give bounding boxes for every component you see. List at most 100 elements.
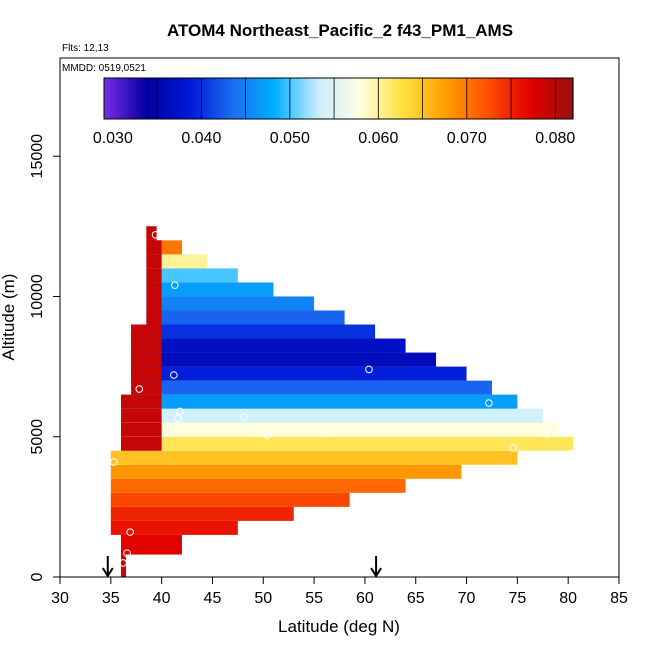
sample-point — [110, 458, 118, 466]
colorbar-segment — [438, 78, 442, 119]
colorbar-segment — [250, 78, 255, 119]
colorbar-segment — [209, 78, 214, 119]
y-tick-label: 15000 — [29, 134, 46, 179]
colorbar-segment — [156, 78, 161, 119]
colorbar-segment — [461, 78, 466, 119]
sample-point — [151, 230, 160, 239]
colorbar-segment — [417, 78, 422, 119]
colorbar-segment — [373, 78, 378, 119]
colorbar-segment — [499, 78, 504, 119]
colorbar-segment — [508, 78, 513, 119]
colorbar-segment — [523, 78, 527, 119]
colorbar-segment — [446, 78, 451, 119]
colorbar-segment — [174, 78, 178, 119]
colorbar-segment — [274, 78, 278, 119]
colorbar-segment — [177, 78, 181, 119]
colorbar-segment — [514, 78, 518, 119]
x-axis: 30 35 40 45 50 55 60 65 70 75 80 85 — [51, 577, 628, 607]
colorbar-ticks: 0.030 0.040 0.050 0.060 0.070 0.080 — [93, 130, 576, 147]
colorbar-segment — [253, 78, 258, 119]
colorbar-segment — [540, 78, 545, 119]
colorbar-segment — [400, 78, 404, 119]
colorbar-segment — [153, 78, 158, 119]
colorbar-segment — [300, 78, 304, 119]
colorbar-segment — [338, 78, 343, 119]
sample-point — [119, 559, 127, 567]
heatmap-band — [120, 422, 559, 437]
sample-point — [485, 399, 493, 407]
heatmap-edge — [131, 366, 162, 381]
colorbar-segment — [288, 78, 293, 119]
colorbar-segment — [350, 78, 354, 119]
colorbar-segment — [230, 78, 234, 119]
heatmap-edge — [146, 240, 162, 255]
heatmap-band — [146, 296, 315, 311]
x-tick-label: 65 — [407, 590, 425, 607]
sample-point — [320, 428, 329, 437]
x-tick-label: 55 — [305, 590, 323, 607]
y-tick-label: 5000 — [29, 419, 46, 455]
colorbar-segment — [570, 78, 574, 119]
colorbar-segment — [165, 78, 170, 119]
heatmap-edge — [146, 282, 162, 297]
x-tick-label: 70 — [458, 590, 476, 607]
colorbar-segment — [561, 78, 565, 119]
colorbar-segment — [104, 78, 108, 119]
heatmap-edge — [131, 338, 162, 353]
colorbar-segment — [473, 78, 477, 119]
y-tick-label: 0 — [29, 572, 46, 581]
colorbar-segment — [537, 78, 542, 119]
x-tick-label: 40 — [153, 590, 171, 607]
heatmap-edge — [120, 408, 162, 423]
sample-point — [240, 413, 248, 421]
colorbar-segment — [367, 78, 372, 119]
colorbar-segment — [259, 78, 263, 119]
colorbar-segment — [444, 78, 448, 119]
colorbar-tick-label: 0.040 — [181, 130, 221, 147]
colorbar-segment — [505, 78, 510, 119]
colorbar-segment — [215, 78, 219, 119]
colorbar-segment — [227, 78, 231, 119]
colorbar-segment — [303, 78, 307, 119]
heatmap-band — [131, 380, 492, 395]
colorbar-segment — [520, 78, 524, 119]
colorbar-segment — [426, 78, 430, 119]
colorbar-segment — [552, 78, 557, 119]
colorbar-segment — [212, 78, 216, 119]
x-tick-label: 35 — [102, 590, 120, 607]
colorbar-tick-label: 0.060 — [358, 130, 398, 147]
plot-frame — [59, 57, 620, 578]
colorbar-segment — [285, 78, 290, 119]
colorbar-segment — [549, 78, 554, 119]
colorbar-segment — [441, 78, 445, 119]
heatmap-band — [110, 464, 462, 479]
colorbar-segment — [136, 78, 140, 119]
colorbar-segment — [464, 78, 469, 119]
colorbar-segment — [526, 78, 530, 119]
colorbar-segment — [145, 78, 149, 119]
colorbar-segment — [224, 78, 228, 119]
colorbar-segment — [268, 78, 272, 119]
colorbar — [103, 77, 574, 120]
heatmap-edge — [131, 380, 162, 395]
colorbar-segment — [361, 78, 366, 119]
heatmap-band — [146, 268, 238, 283]
colorbar-segment — [432, 78, 436, 119]
colorbar-segment — [567, 78, 571, 119]
heatmap-band — [131, 366, 467, 381]
colorbar-segment — [183, 78, 187, 119]
colorbar-segment — [411, 78, 416, 119]
heatmap-band — [131, 324, 376, 339]
colorbar-segment — [147, 78, 152, 119]
colorbar-segment — [517, 78, 521, 119]
colorbar-segment — [353, 78, 357, 119]
heatmap-band — [146, 310, 345, 325]
colorbar-segment — [382, 78, 386, 119]
x-tick-label: 60 — [356, 590, 374, 607]
colorbar-segment — [159, 78, 164, 119]
colorbar-segment — [493, 78, 498, 119]
colorbar-segment — [162, 78, 167, 119]
colorbar-segment — [124, 78, 129, 119]
colorbar-segment — [221, 78, 225, 119]
colorbar-segment — [320, 78, 325, 119]
